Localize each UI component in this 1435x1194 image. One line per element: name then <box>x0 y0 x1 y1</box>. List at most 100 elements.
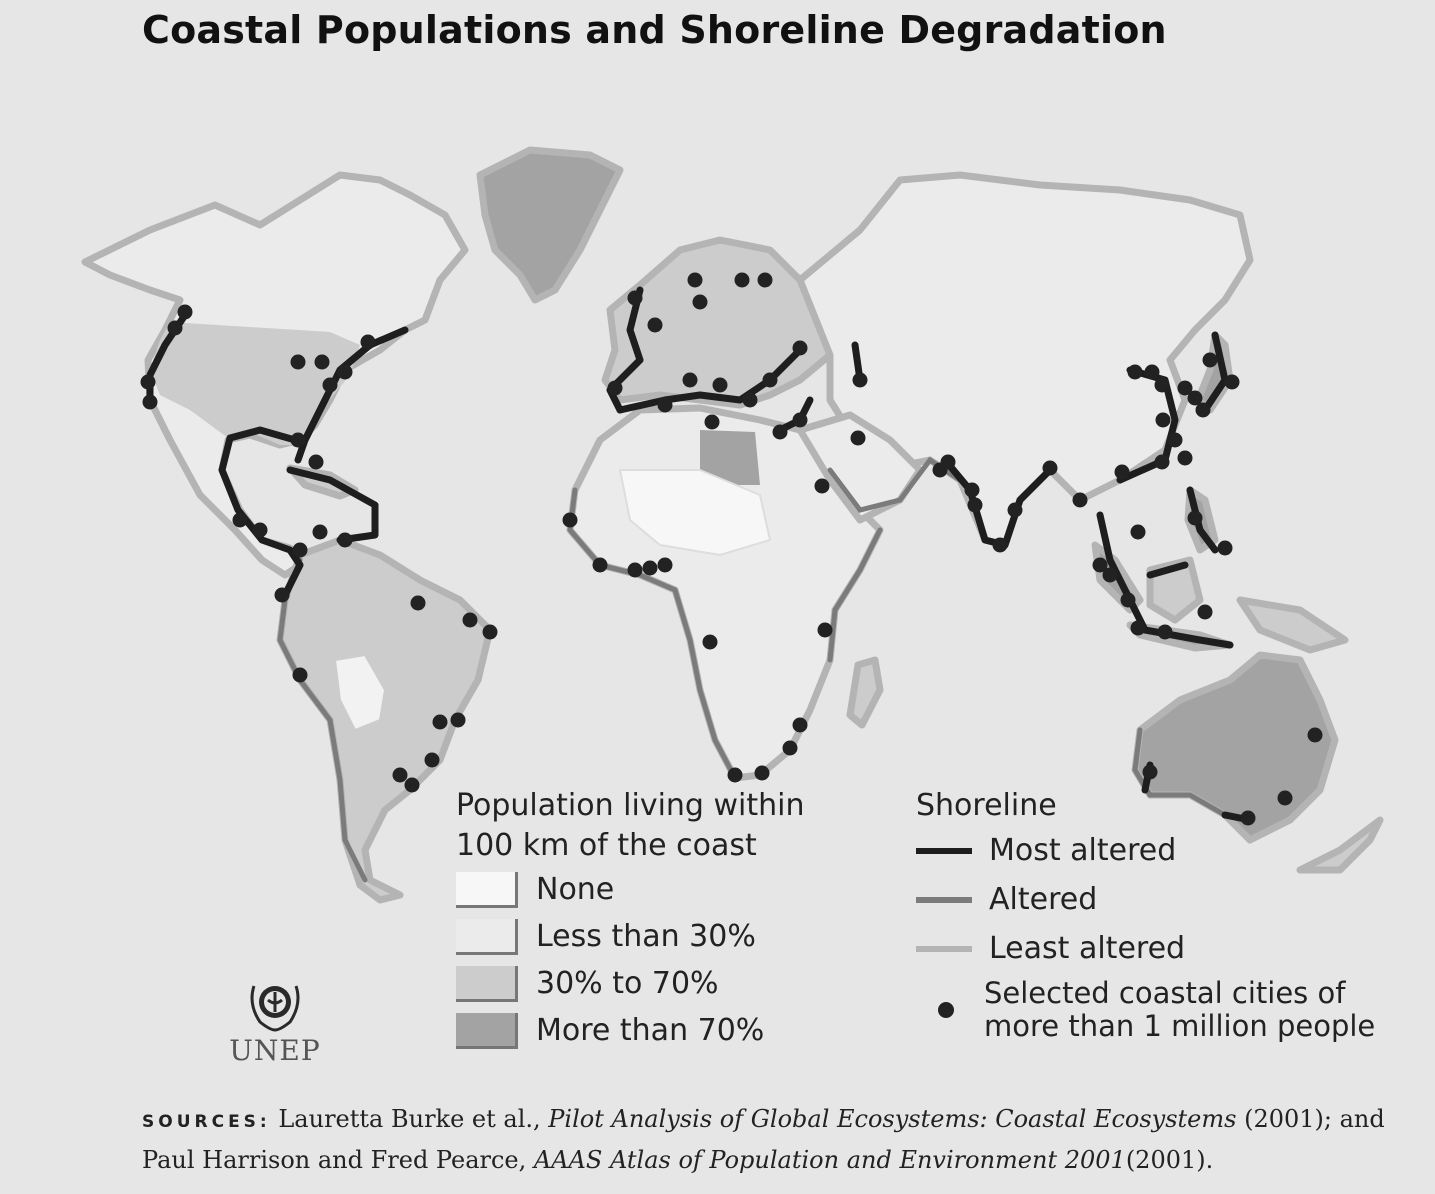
city-marker <box>1277 790 1293 806</box>
city-marker <box>274 587 290 603</box>
unep-emblem-icon <box>250 985 300 1032</box>
city-marker <box>337 532 353 548</box>
city-marker <box>647 317 663 333</box>
city-marker <box>754 765 770 781</box>
legend-item-altered: Altered <box>916 875 1426 924</box>
legend-item-none: None <box>456 866 876 913</box>
altered-shoreline-africa <box>567 487 738 781</box>
sources-part3: Paul Harrison and Fred Pearce, <box>142 1146 534 1174</box>
city-marker <box>762 372 778 388</box>
city-marker <box>177 304 193 320</box>
city-marker <box>482 624 498 640</box>
libya-region <box>700 430 760 485</box>
city-marker <box>314 354 330 370</box>
city-marker <box>1144 364 1160 380</box>
shoreline-legend: Shoreline Most altered Altered Least alt… <box>916 786 1426 1043</box>
shoreline-legend-title: Shoreline <box>916 788 1057 823</box>
altered-shorelines <box>277 456 1228 883</box>
city-marker <box>360 334 376 350</box>
city-marker <box>712 377 728 393</box>
swatch-more-than-70 <box>456 1012 518 1049</box>
city-marker <box>410 595 426 611</box>
city-marker <box>1142 764 1158 780</box>
city-marker <box>1177 380 1193 396</box>
city-marker <box>1187 510 1203 526</box>
legend-label-none: None <box>536 872 615 907</box>
city-marker <box>252 522 268 538</box>
city-marker <box>232 512 248 528</box>
sources-work2: AAAS Atlas of Population and Environment… <box>533 1146 1126 1174</box>
city-marker <box>687 272 703 288</box>
city-marker <box>290 354 306 370</box>
new-guinea <box>1236 596 1349 654</box>
city-marker <box>450 712 466 728</box>
city-marker <box>692 294 708 310</box>
most-altered-philippines <box>1186 486 1219 554</box>
city-marker <box>424 752 440 768</box>
city-marker <box>1130 524 1146 540</box>
city-marker <box>627 562 643 578</box>
city-marker <box>814 478 830 494</box>
city-marker <box>852 372 868 388</box>
legend-item-cities: Selected coastal cities of more than 1 m… <box>916 977 1426 1043</box>
altered-shoreline-sa <box>277 557 368 883</box>
population-legend-title-1: Population living within <box>456 788 805 823</box>
population-legend: Population living within 100 km of the c… <box>456 786 876 1054</box>
city-marker <box>1114 464 1130 480</box>
city-marker <box>290 432 306 448</box>
most-altered-gulf-mexico <box>218 426 304 599</box>
sahel-region <box>619 469 771 556</box>
sources-part1: Lauretta Burke et al., <box>270 1105 549 1133</box>
city-marker <box>682 372 698 388</box>
sources-label: SOURCES: <box>142 1112 271 1132</box>
city-marker <box>792 412 808 428</box>
city-marker <box>1154 454 1170 470</box>
sources-note: SOURCES: Lauretta Burke et al., Pilot An… <box>142 1100 1402 1179</box>
city-marker <box>592 557 608 573</box>
city-marker <box>967 497 983 513</box>
population-legend-title-2: 100 km of the coast <box>456 828 757 863</box>
city-marker <box>1224 374 1240 390</box>
legend-item-30-to-70: 30% to 70% <box>456 960 876 1007</box>
legend-label-less-than-30: Less than 30% <box>536 919 756 954</box>
madagascar <box>846 656 884 729</box>
city-marker <box>1120 592 1136 608</box>
bolivia-region <box>334 654 386 731</box>
city-marker <box>1167 432 1183 448</box>
city-marker <box>782 740 798 756</box>
city-marker <box>657 397 673 413</box>
city-marker <box>392 767 408 783</box>
unep-logo-text: UNEP <box>229 1034 321 1067</box>
city-marker <box>1042 460 1058 476</box>
city-marker <box>1240 810 1256 826</box>
city-marker <box>607 380 623 396</box>
city-marker <box>1102 567 1118 583</box>
city-marker <box>642 560 658 576</box>
city-marker <box>1154 377 1170 393</box>
city-marker <box>964 482 980 498</box>
altered-shoreline-east-africa <box>827 527 883 663</box>
legend-label-altered: Altered <box>989 882 1098 917</box>
city-marker <box>1092 557 1108 573</box>
new-zealand <box>1296 816 1384 874</box>
city-marker <box>772 424 788 440</box>
city-marker <box>308 454 324 470</box>
legend-label-30-to-70: 30% to 70% <box>536 966 719 1001</box>
city-marker <box>1197 604 1213 620</box>
line-altered <box>916 896 972 903</box>
unep-logo: UNEP <box>222 976 328 1067</box>
most-altered-borneo <box>1146 561 1189 579</box>
city-marker <box>167 320 183 336</box>
legend-label-cities-2: more than 1 million people <box>984 1009 1376 1043</box>
city-marker <box>292 542 308 558</box>
city-marker <box>1157 624 1173 640</box>
city-marker <box>792 717 808 733</box>
city-marker <box>140 374 156 390</box>
altered-shoreline-australia <box>1132 727 1228 818</box>
sources-part4: (2001). <box>1125 1146 1214 1174</box>
city-marker <box>462 612 478 628</box>
legend-label-more-than-70: More than 70% <box>536 1013 765 1048</box>
city-marker <box>704 414 720 430</box>
legend-item-most-altered: Most altered <box>916 826 1426 875</box>
